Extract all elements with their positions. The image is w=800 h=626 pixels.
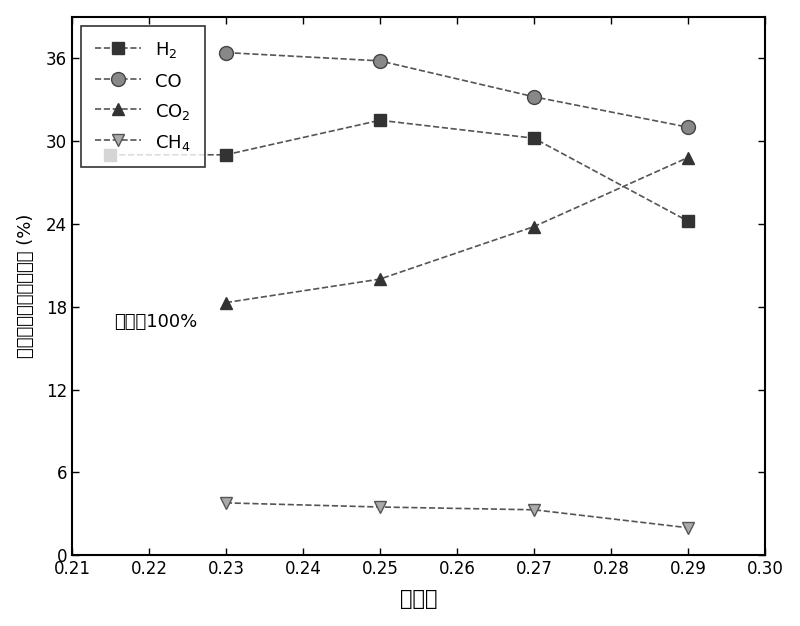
CH$_4$ bbox=[375, 503, 385, 511]
Text: 富氧量100%: 富氧量100% bbox=[114, 314, 198, 331]
Line: CO$_2$: CO$_2$ bbox=[220, 151, 694, 309]
Line: CO: CO bbox=[219, 46, 695, 134]
CO$_2$ bbox=[529, 223, 538, 230]
H$_2$ bbox=[221, 151, 230, 158]
CO$_2$ bbox=[375, 275, 385, 283]
CH$_4$ bbox=[529, 506, 538, 513]
CO bbox=[529, 93, 538, 101]
Legend: H$_2$, CO, CO$_2$, CH$_4$: H$_2$, CO, CO$_2$, CH$_4$ bbox=[81, 26, 205, 168]
H$_2$ bbox=[106, 151, 115, 158]
Y-axis label: 产物中气体所占百分比 (%): 产物中气体所占百分比 (%) bbox=[17, 214, 34, 358]
X-axis label: 当量比: 当量比 bbox=[400, 589, 437, 609]
CH$_4$ bbox=[683, 524, 693, 531]
CH$_4$ bbox=[221, 499, 230, 506]
Line: CH$_4$: CH$_4$ bbox=[220, 496, 694, 534]
Line: H$_2$: H$_2$ bbox=[104, 114, 694, 227]
H$_2$ bbox=[683, 217, 693, 225]
CO$_2$ bbox=[221, 299, 230, 306]
H$_2$ bbox=[375, 116, 385, 124]
CO bbox=[683, 123, 693, 131]
CO bbox=[221, 49, 230, 56]
H$_2$ bbox=[529, 135, 538, 142]
CO bbox=[375, 57, 385, 64]
CO$_2$ bbox=[683, 154, 693, 162]
